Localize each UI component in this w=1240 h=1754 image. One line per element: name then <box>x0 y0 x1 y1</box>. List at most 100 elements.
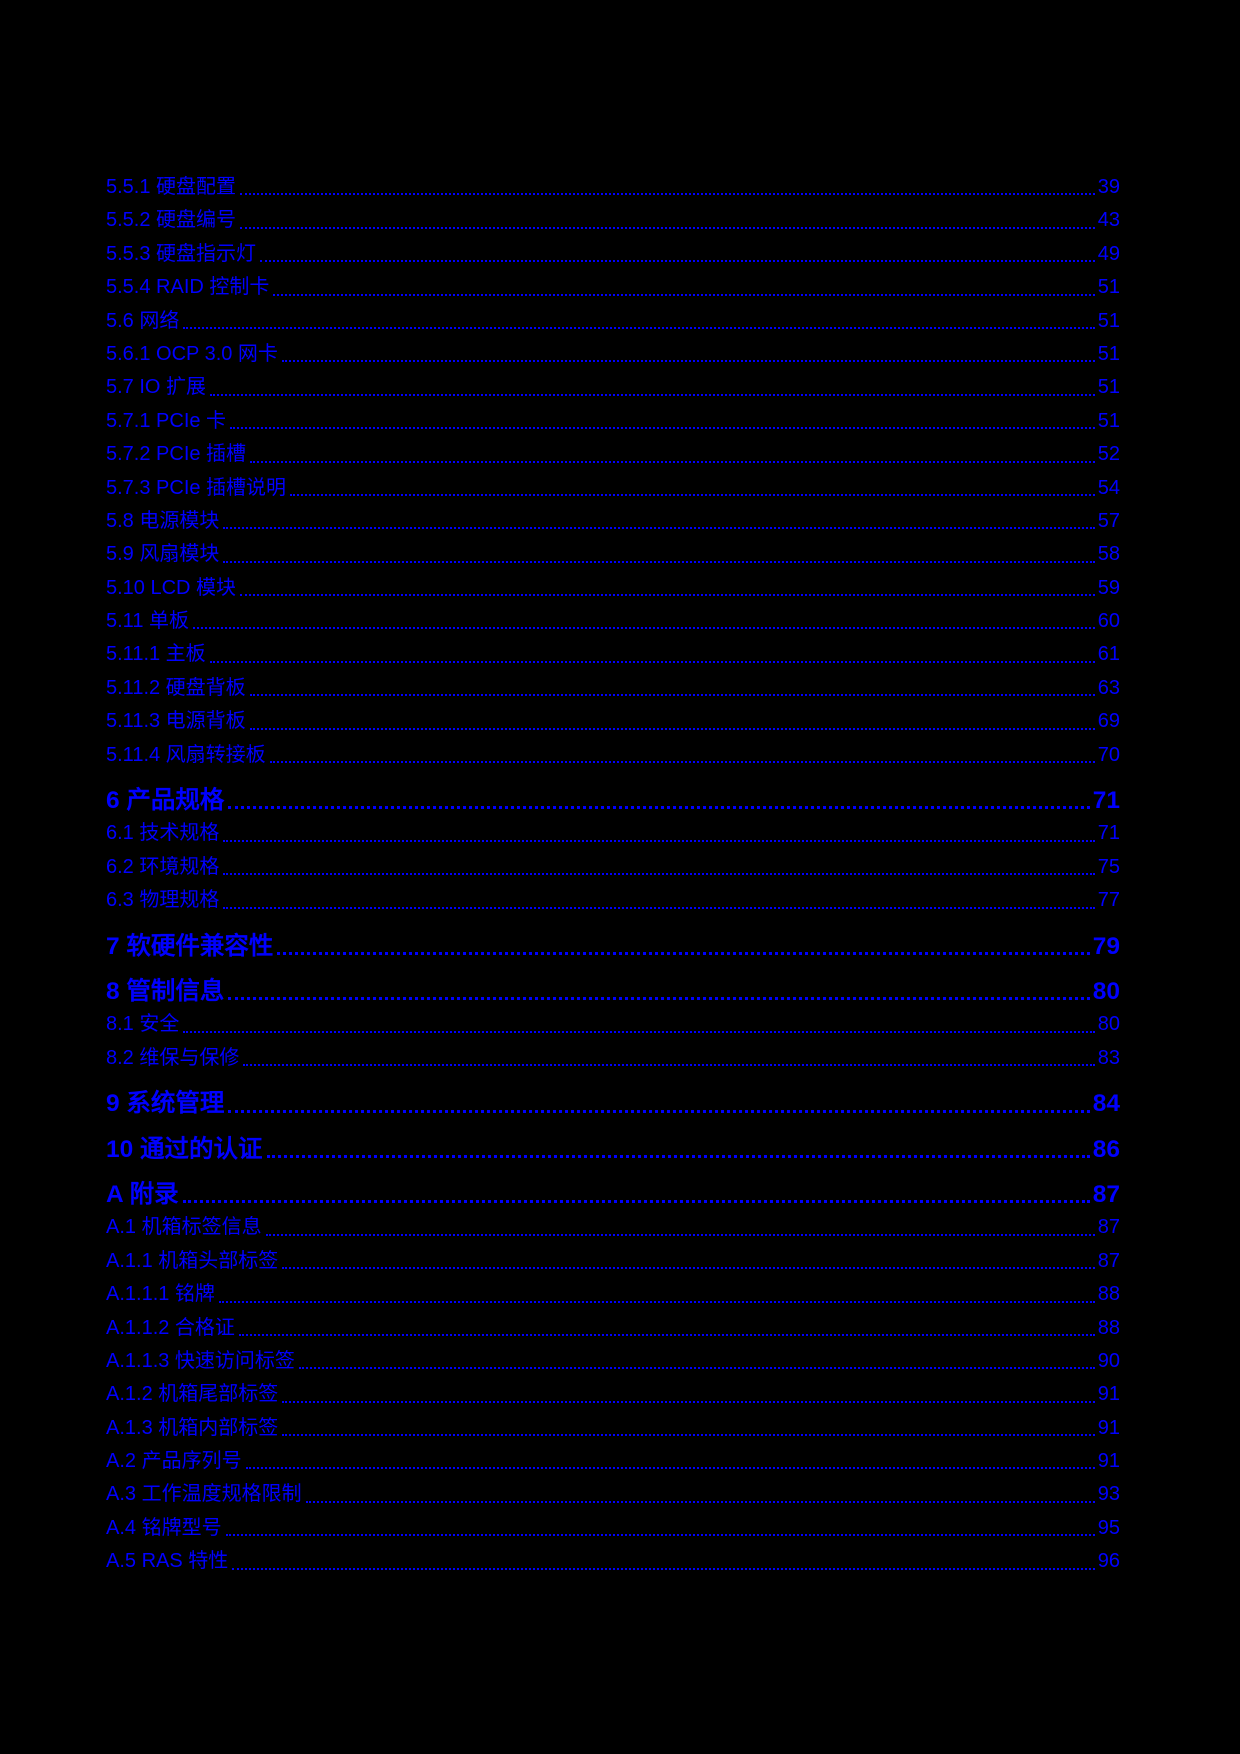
dot-leader <box>223 527 1095 530</box>
dot-leader <box>245 1467 1095 1470</box>
dot-leader <box>223 560 1095 563</box>
toc-entry[interactable]: 8.1 安全 80 <box>106 1008 1120 1041</box>
dot-leader <box>232 1567 1095 1570</box>
toc-entry[interactable]: 5.8 电源模块 57 <box>106 505 1120 538</box>
toc-entry-page: 51 <box>1097 309 1120 332</box>
toc-entry[interactable]: 5.11.1 主板 61 <box>106 638 1120 671</box>
toc-entry-page: 60 <box>1097 610 1120 633</box>
toc-list: 5.5.1 硬盘配置 39 5.5.2 硬盘编号 43 5.5.3 硬盘指示灯 … <box>106 171 1120 1579</box>
toc-entry-label: 5.6 网络 <box>106 309 180 332</box>
toc-entry[interactable]: A 附录 87 <box>106 1178 1120 1211</box>
toc-entry[interactable]: 8.2 维保与保修 83 <box>106 1042 1120 1075</box>
toc-entry-label: 5.5.1 硬盘配置 <box>106 176 237 198</box>
toc-entry-page: 83 <box>1097 1046 1120 1069</box>
toc-entry[interactable]: A.1.1.3 快速访问标签 90 <box>106 1345 1120 1378</box>
toc-entry[interactable]: A.1.3 机箱内部标签 91 <box>106 1412 1120 1445</box>
toc-entry[interactable]: 5.7.2 PCIe 插槽 52 <box>106 438 1120 471</box>
toc-entry-label: A.1 机箱标签信息 <box>106 1216 262 1239</box>
toc-entry-page: 52 <box>1097 443 1120 466</box>
toc-entry[interactable]: A.5 RAS 特性 96 <box>106 1545 1120 1578</box>
toc-entry-label: 5.9 风扇模块 <box>106 543 220 566</box>
toc-entry[interactable]: 5.6.1 OCP 3.0 网卡 51 <box>106 338 1120 371</box>
toc-entry-page: 84 <box>1092 1090 1120 1118</box>
toc-entry-label: 5.5.2 硬盘编号 <box>106 209 237 232</box>
toc-entry-page: 79 <box>1092 932 1120 960</box>
toc-entry[interactable]: 5.5.2 硬盘编号 43 <box>106 204 1120 237</box>
toc-entry[interactable]: 5.11 单板 60 <box>106 605 1120 638</box>
dot-leader <box>269 761 1095 764</box>
toc-entry-label: 7 软硬件兼容性 <box>106 932 274 960</box>
toc-entry[interactable]: 6 产品规格 71 <box>106 784 1120 817</box>
dot-leader <box>249 694 1095 697</box>
dot-leader <box>225 1534 1095 1537</box>
dot-leader <box>240 226 1095 229</box>
dot-leader <box>228 997 1090 1001</box>
toc-entry-label: 8.2 维保与保修 <box>106 1046 240 1069</box>
toc-entry[interactable]: 5.11.2 硬盘背板 63 <box>106 672 1120 705</box>
dot-leader <box>228 806 1090 810</box>
toc-entry-page: 70 <box>1097 743 1120 766</box>
toc-entry[interactable]: A.1 机箱标签信息 87 <box>106 1211 1120 1244</box>
dot-leader <box>281 360 1095 363</box>
toc-entry[interactable]: 5.6 网络 51 <box>106 305 1120 338</box>
dot-leader <box>238 1333 1095 1336</box>
dot-leader <box>265 1233 1095 1236</box>
toc-entry-page: 51 <box>1097 376 1120 399</box>
dot-leader <box>210 393 1095 396</box>
toc-entry-page: 90 <box>1097 1349 1120 1372</box>
toc-entry[interactable]: 5.11.3 电源背板 69 <box>106 705 1120 738</box>
toc-entry[interactable]: A.1.2 机箱尾部标签 91 <box>106 1378 1120 1411</box>
toc-entry[interactable]: A.3 工作温度规格限制 93 <box>106 1478 1120 1511</box>
toc-entry[interactable]: 6.2 环境规格 75 <box>106 851 1120 884</box>
toc-entry-page: 87 <box>1097 1216 1120 1239</box>
toc-entry[interactable]: 5.11.4 风扇转接板 70 <box>106 739 1120 772</box>
toc-entry[interactable]: 5.7.3 PCIe 插槽说明 54 <box>106 472 1120 505</box>
toc-entry-label: 5.7.1 PCIe 卡 <box>106 409 227 432</box>
dot-leader <box>250 460 1095 463</box>
toc-entry-label: 5.7.2 PCIe 插槽 <box>106 443 247 466</box>
toc-entry-page: 49 <box>1097 242 1120 265</box>
dot-leader <box>260 260 1095 263</box>
toc-entry-label: A.4 铭牌型号 <box>106 1516 222 1539</box>
toc-entry[interactable]: 9 系统管理 84 <box>106 1087 1120 1120</box>
toc-entry-label: 6.2 环境规格 <box>106 855 220 878</box>
toc-entry-page: 87 <box>1092 1180 1120 1208</box>
toc-entry-page: 95 <box>1097 1516 1120 1539</box>
toc-entry-label: 5.11.4 风扇转接板 <box>106 743 266 766</box>
toc-entry-label: A.2 产品序列号 <box>106 1450 242 1473</box>
toc-entry[interactable]: 5.10 LCD 模块 59 <box>106 572 1120 605</box>
toc-entry-label: 5.11.3 电源背板 <box>106 710 246 733</box>
toc-entry[interactable]: 8 管制信息 80 <box>106 975 1120 1008</box>
toc-entry-label: 10 通过的认证 <box>106 1135 263 1163</box>
dot-leader <box>243 1064 1095 1067</box>
toc-entry-page: 43 <box>1097 209 1120 232</box>
toc-entry[interactable]: 10 通过的认证 86 <box>106 1133 1120 1166</box>
toc-entry[interactable]: A.2 产品序列号 91 <box>106 1445 1120 1478</box>
dot-leader <box>240 594 1095 597</box>
toc-entry[interactable]: 5.5.4 RAID 控制卡 51 <box>106 271 1120 304</box>
toc-entry-page: 91 <box>1097 1383 1120 1406</box>
dot-leader <box>282 1400 1095 1403</box>
toc-entry[interactable]: 5.5.1 硬盘配置 39 <box>106 171 1120 204</box>
toc-entry[interactable]: 5.5.3 硬盘指示灯 49 <box>106 238 1120 271</box>
dot-leader <box>266 1154 1090 1158</box>
toc-entry[interactable]: A.1.1.1 铭牌 88 <box>106 1278 1120 1311</box>
toc-entry[interactable]: A.1.1.2 合格证 88 <box>106 1312 1120 1345</box>
toc-entry[interactable]: 5.7.1 PCIe 卡 51 <box>106 405 1120 438</box>
toc-entry-page: 51 <box>1097 276 1120 299</box>
toc-entry[interactable]: 7 软硬件兼容性 79 <box>106 930 1120 963</box>
toc-entry[interactable]: A.4 铭牌型号 95 <box>106 1512 1120 1545</box>
toc-entry[interactable]: 5.9 风扇模块 58 <box>106 538 1120 571</box>
dot-leader <box>228 1109 1090 1113</box>
toc-entry-label: A.1.1.2 合格证 <box>106 1316 235 1339</box>
dot-leader <box>183 326 1095 329</box>
toc-entry[interactable]: 6.1 技术规格 71 <box>106 817 1120 850</box>
toc-entry-label: 5.11.2 硬盘背板 <box>106 676 246 699</box>
toc-entry-label: 5.11.1 主板 <box>106 643 206 666</box>
dot-leader <box>182 1200 1090 1204</box>
dot-leader <box>282 1267 1095 1270</box>
toc-entry[interactable]: 6.3 物理规格 77 <box>106 884 1120 917</box>
toc-entry[interactable]: A.1.1 机箱头部标签 87 <box>106 1245 1120 1278</box>
dot-leader <box>305 1500 1095 1503</box>
toc-entry[interactable]: 5.7 IO 扩展 51 <box>106 371 1120 404</box>
